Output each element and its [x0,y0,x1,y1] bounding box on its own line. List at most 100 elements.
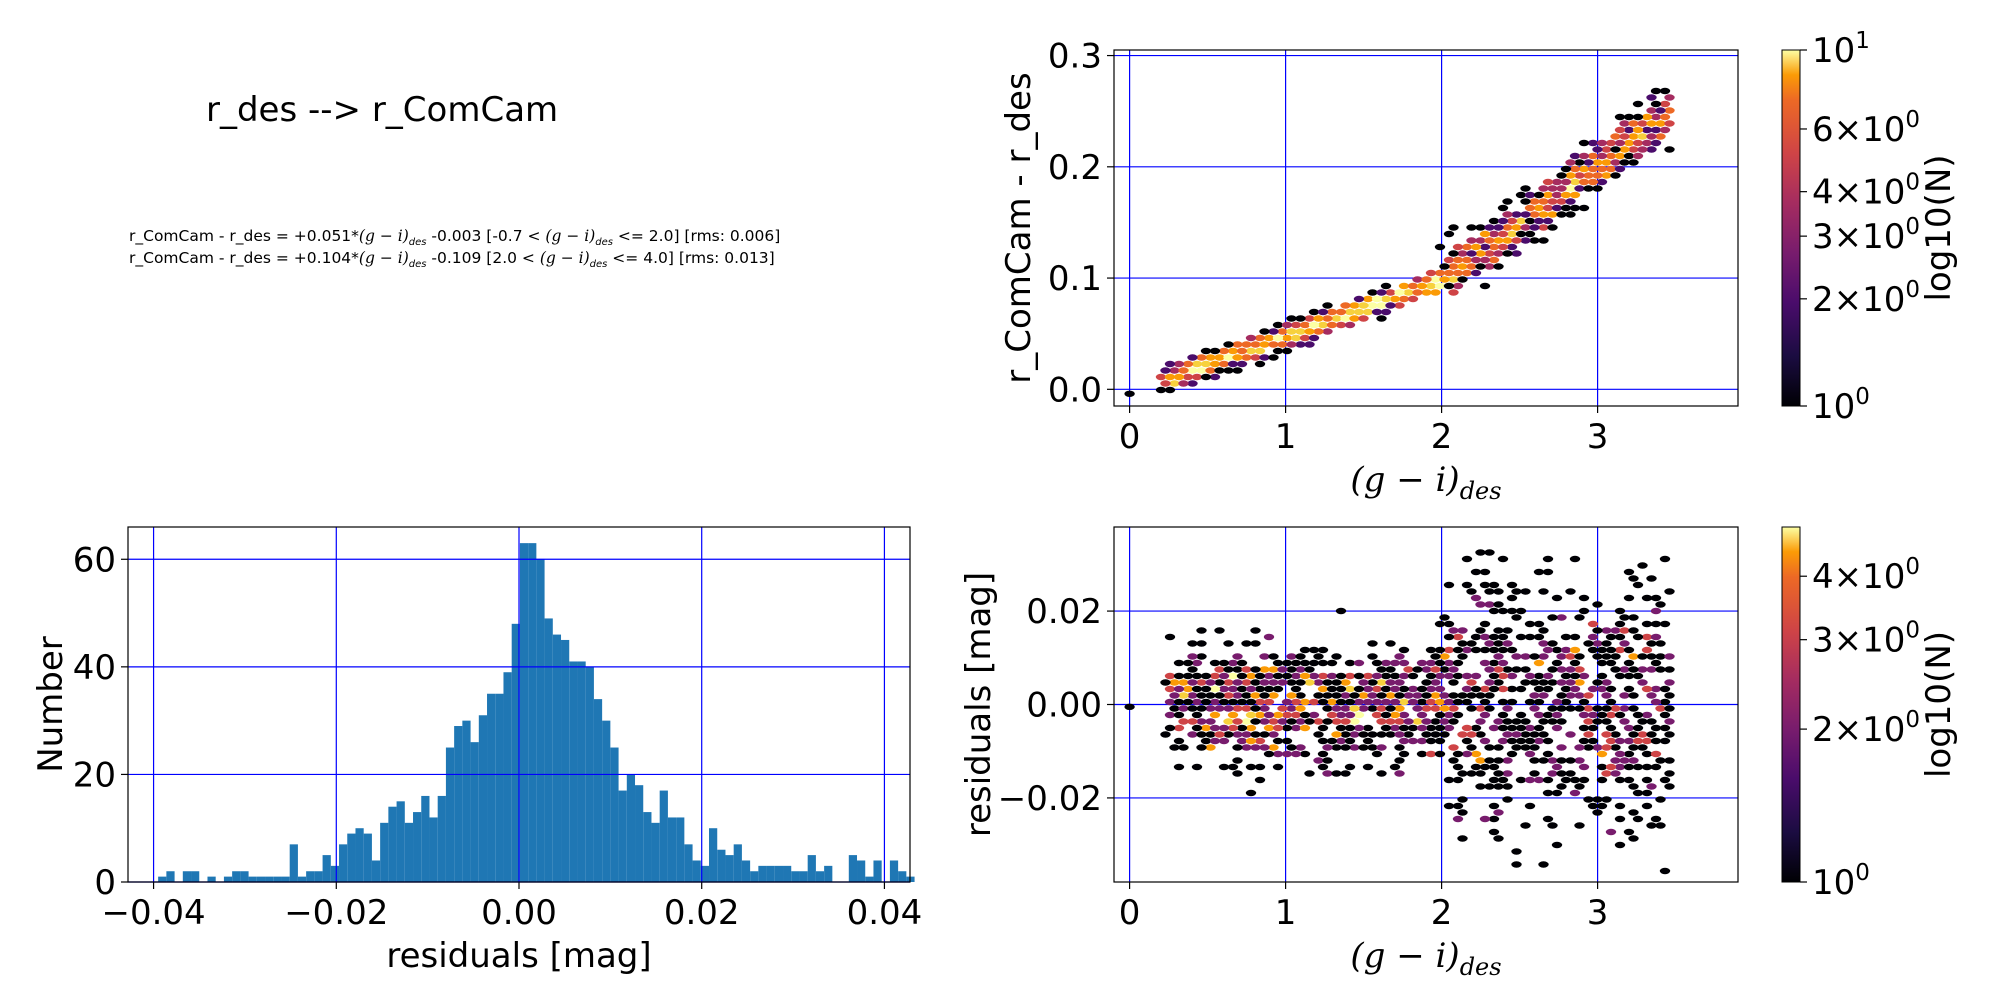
hexbin-cell [1367,653,1378,660]
hexbin-cell [1430,705,1441,712]
hexbin-cell [1304,679,1315,686]
hexbin-cell [1380,308,1392,316]
hexbin-cell [1551,178,1563,186]
hexbin-cell [1502,783,1513,790]
hexbin-cell [1263,698,1275,706]
hexbin-cell [1353,672,1365,680]
hexbin-cell [1443,230,1455,238]
hexbin-cell [1236,672,1248,680]
hexbin-cell [1556,172,1567,179]
hexbin-cell [1533,620,1545,628]
hexbin-cell [1596,672,1608,680]
hexbin-cell [1461,256,1473,264]
hexbin-cell [1250,666,1261,673]
hexbin-cell [1605,763,1617,771]
hexbin-cell [1304,315,1315,322]
hexbin-cell [1596,165,1608,173]
hexbin-cell [1398,750,1410,758]
hexbin-cell [1641,646,1653,654]
hexbin-cell [1268,341,1279,348]
hexbin-cell [1515,724,1527,732]
hexbin-cell [1416,711,1428,719]
hexbin-cell [1425,685,1437,693]
hexbin-cell [1250,692,1261,699]
hexbin-cell [1596,763,1608,771]
x-axis-label: (g − i)des [1350,936,1501,981]
hexbin-cell [1556,692,1567,699]
x-axis-label: residuals [mag] [386,936,651,976]
histogram-bar [733,844,742,882]
hexbin-cell [1542,178,1554,186]
hexbin-cell [1533,724,1545,732]
hexbin-cell [1596,139,1608,147]
hexbin-cell [1371,659,1383,667]
hexbin-cell [1425,282,1437,290]
hexbin-cell [1227,360,1239,368]
hexbin-cell [1461,724,1473,732]
hexbin-cell [1529,770,1540,777]
hexbin-cell [1421,276,1432,283]
hexbin-cell [1434,243,1446,251]
colorbar-tick-label: 2×100 [1812,277,1920,320]
hexbin-cell [1493,835,1504,842]
hexbin-cell [1263,711,1275,719]
histogram-bar [191,871,200,882]
hexbin-cell [1515,217,1527,225]
histogram-bar [166,871,175,882]
hexbin-cell [1344,737,1356,745]
hexbin-cell [1542,789,1554,797]
hexbin-cell [1520,224,1531,231]
hexbin-cell [1619,159,1630,166]
hexbin-cell [1308,698,1320,706]
hexbin-cell [1542,646,1554,654]
hexbin-cell [1272,763,1284,771]
hexbin-cell [1326,672,1338,680]
histogram-bar [898,871,907,882]
hexbin-cell [1223,640,1234,647]
hexbin-cell [1164,685,1176,693]
hexbin-cell [1497,243,1509,251]
y-tick-label: 0.2 [1048,148,1102,188]
hexbin-cell [1232,744,1243,751]
hexbin-cell [1380,685,1392,693]
x-tick-label: 2 [1431,417,1453,457]
hexbin-cell [1304,718,1315,725]
hexbin-cell [1196,354,1207,361]
colorbar-tick-exponent: 0 [1905,707,1920,733]
hexbin-cell [1452,672,1464,680]
hexbin-cell [1452,282,1464,290]
hexbin-cell [1196,367,1207,374]
hexbin-cell [1371,295,1383,303]
hexbin-cell [1250,341,1261,348]
hexbin-cell [1236,659,1248,667]
hexbin-cell [1349,692,1360,699]
hexbin-cell [1569,204,1581,212]
histogram-bar [470,742,479,882]
hexbin-cell [1398,282,1410,290]
hexbin-cell [1515,737,1527,745]
hexbin-cell [1623,568,1635,576]
hexbin-cell [1646,107,1657,114]
hexbin-cell [1610,666,1621,673]
histogram-bar [158,876,167,882]
hexbin-cell [1650,139,1662,147]
hexbin-cell [1295,315,1306,322]
hexbin-cell [1488,256,1500,264]
hexbin-cell [1331,718,1342,725]
histogram-bar [799,871,808,882]
histogram-bar [602,720,611,882]
hexbin-cell [1241,679,1252,686]
colorbar-tick-mantissa: 10 [1812,863,1855,903]
hexbin-cell [1439,705,1450,712]
hexbin-cell [1637,744,1648,751]
hexbin-cell [1659,737,1671,745]
hexbin-cell [1488,815,1500,823]
hexbin-cell [1430,718,1441,725]
hexbin-cell [1308,646,1320,654]
hexbin-cell [1398,295,1410,303]
hexbin-cell [1551,841,1563,849]
hexbin-cell [1524,737,1536,745]
hexbin-cell [1254,334,1266,342]
hexbin-cell [1187,354,1198,361]
hexbin-cell [1245,672,1257,680]
